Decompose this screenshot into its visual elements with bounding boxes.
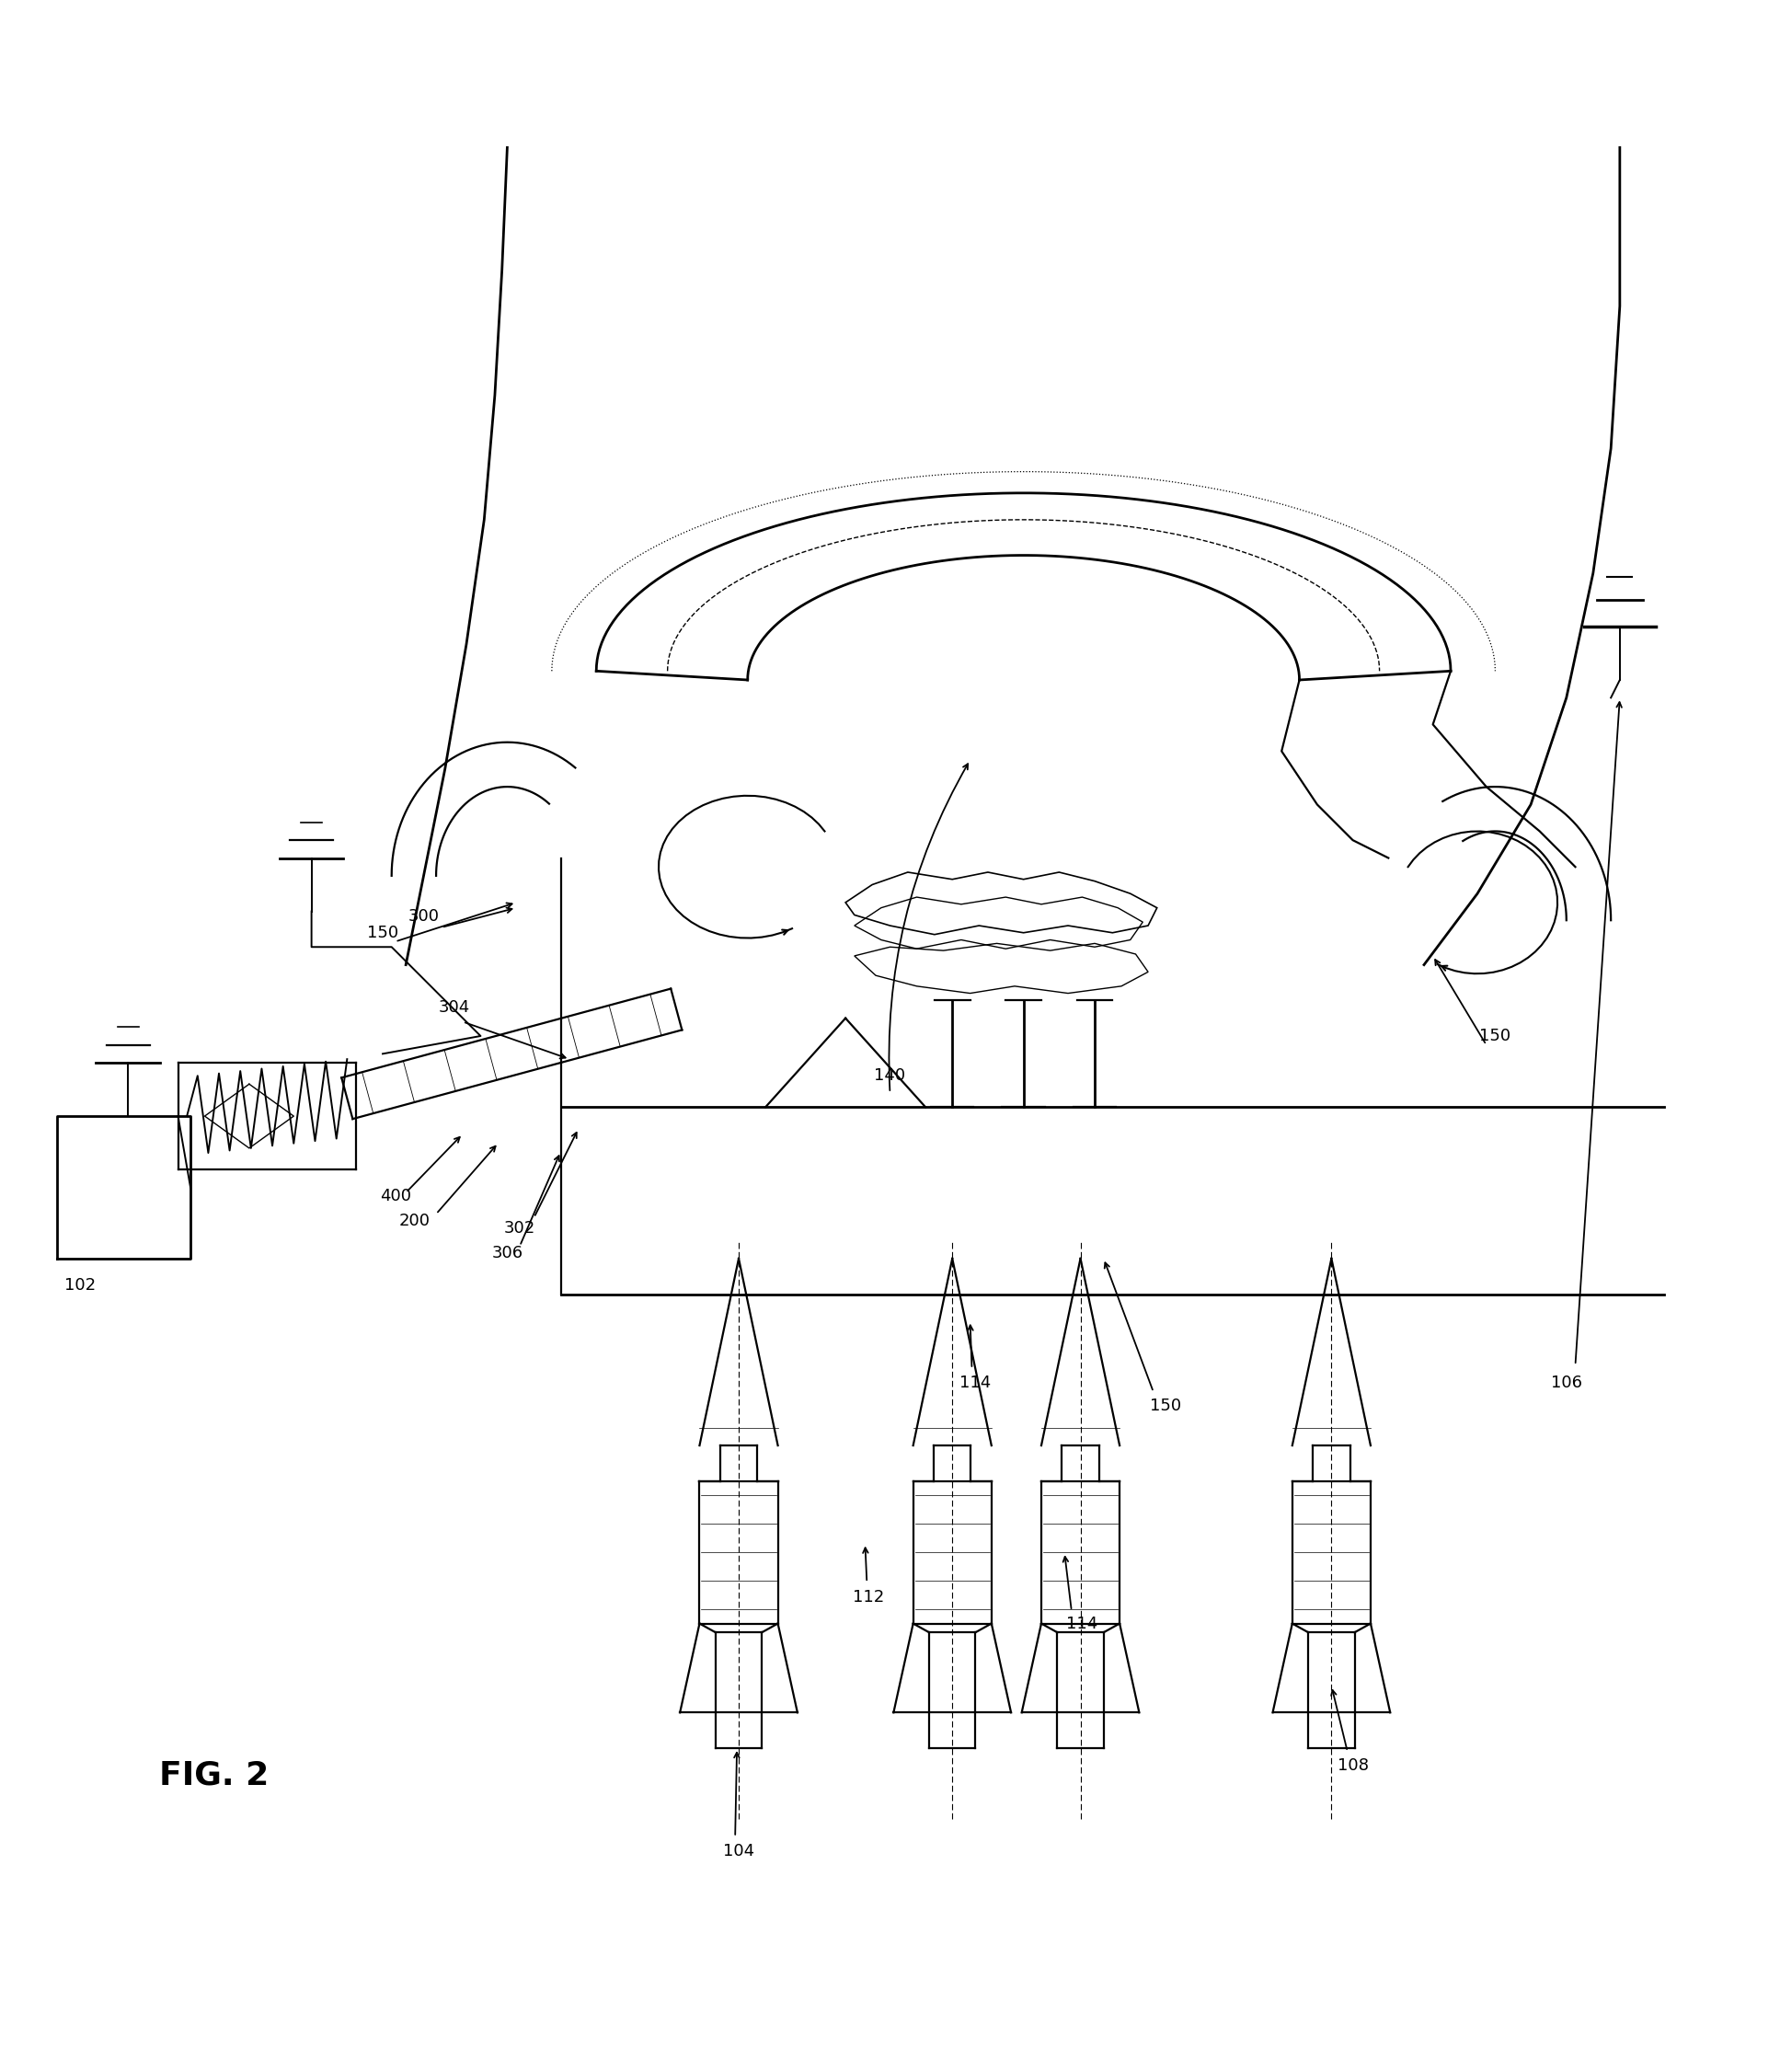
Text: 300: 300 — [408, 908, 440, 924]
Text: 140: 140 — [874, 1067, 906, 1084]
Text: 150: 150 — [1479, 1028, 1511, 1044]
Text: 114: 114 — [959, 1376, 991, 1392]
Text: 102: 102 — [64, 1276, 96, 1293]
Text: 108: 108 — [1337, 1757, 1369, 1774]
Text: 200: 200 — [399, 1212, 431, 1229]
Text: 306: 306 — [491, 1245, 523, 1262]
Text: 302: 302 — [504, 1220, 536, 1237]
Text: 114: 114 — [1066, 1616, 1098, 1633]
Text: 106: 106 — [1550, 1376, 1582, 1392]
Text: 150: 150 — [367, 924, 399, 941]
Text: 104: 104 — [723, 1844, 755, 1861]
Text: FIG. 2: FIG. 2 — [158, 1759, 269, 1790]
Text: 400: 400 — [379, 1187, 411, 1204]
Text: 112: 112 — [853, 1589, 885, 1606]
Text: 150: 150 — [1150, 1399, 1182, 1415]
Text: 304: 304 — [438, 999, 470, 1015]
